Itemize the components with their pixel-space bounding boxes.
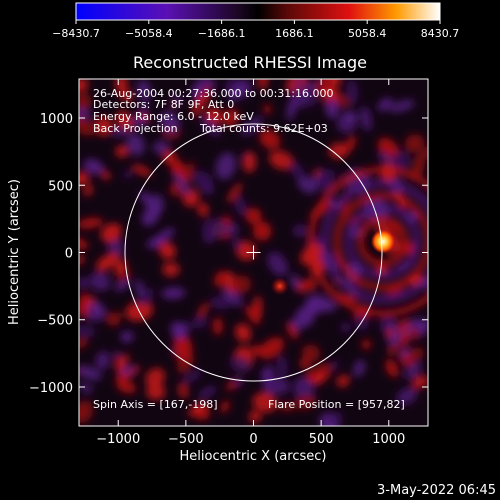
y-tick-label: −500	[37, 314, 73, 329]
image-texture	[79, 79, 428, 426]
total-counts: Total counts: 9.62E+03	[199, 122, 328, 135]
colorbar-tick-label: −1686.1	[198, 27, 246, 40]
info-line-energy: Energy Range: 6.0 - 12.0 keV	[93, 110, 254, 123]
colorbar-tick-label: 5058.4	[348, 27, 387, 40]
y-tick-label: 500	[48, 179, 73, 194]
secondary-source	[270, 277, 289, 296]
y-tick-label: 1000	[40, 112, 73, 127]
x-tick-label: 0	[249, 432, 257, 447]
x-tick-label: −500	[168, 432, 204, 447]
timestamp: 3-May-2022 06:45	[377, 483, 496, 498]
x-tick-label: 1000	[372, 432, 405, 447]
y-tick-label: −1000	[29, 381, 73, 396]
solar-limb-circle	[124, 123, 383, 382]
x-axis-label: Heliocentric X (arcsec)	[180, 449, 327, 464]
y-axis-label: Heliocentric Y (arcsec)	[7, 179, 22, 325]
info-line-method: Back Projection	[93, 122, 178, 135]
x-tick-label: 500	[309, 432, 334, 447]
flare-source	[370, 229, 395, 254]
colorbar-tick-label: −8430.7	[52, 27, 100, 40]
colorbar-tick-label: 8430.7	[421, 27, 460, 40]
colorbar-ticks: −8430.7 −5058.4 −1686.1 1686.1 5058.4 8430.7	[52, 20, 459, 40]
chart-title: Reconstructed RHESSI Image	[133, 53, 367, 72]
colorbar-tick-label: −5058.4	[125, 27, 173, 40]
colorbar-tick-label: 1686.1	[275, 27, 314, 40]
info-line-detectors: Detectors: 7F 8F 9F, Att 0	[93, 98, 234, 111]
y-axis-ticks: −1000 −500 0 500 1000	[29, 112, 428, 396]
x-axis-ticks: −1000 −500 0 500 1000	[96, 79, 405, 447]
y-tick-label: 0	[65, 247, 73, 262]
disk-center-marker	[246, 245, 261, 260]
flare-position-label: Flare Position = [957,82]	[268, 398, 405, 411]
colorbar	[75, 2, 441, 21]
x-tick-label: −1000	[96, 432, 140, 447]
spin-axis-label: Spin Axis = [167,-198]	[93, 398, 218, 411]
info-line-time: 26-Aug-2004 00:27:36.000 to 00:31:16.000	[93, 87, 334, 100]
